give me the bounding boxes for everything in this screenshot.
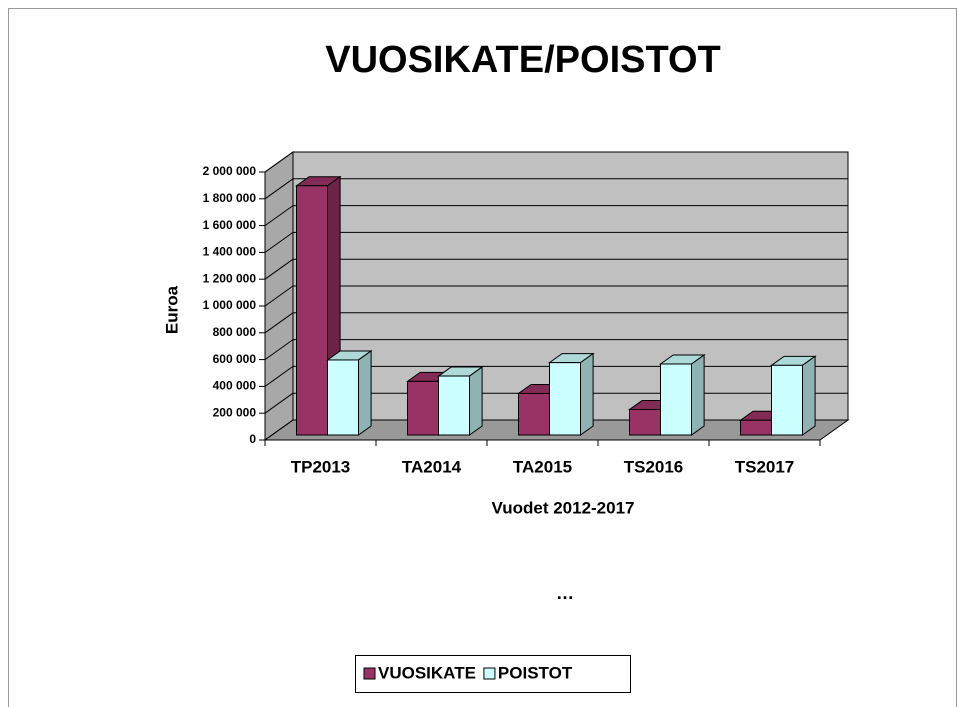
bar: [771, 364, 803, 436]
grid-line: [264, 205, 294, 227]
x-tick-label: TA2015: [513, 457, 572, 476]
x-tick-label: TA2014: [402, 457, 462, 476]
bar: [660, 363, 692, 436]
bar: [518, 392, 550, 436]
grid-line: [264, 312, 294, 334]
grid-line: [264, 178, 294, 200]
grid-line: [264, 419, 294, 441]
x-tick-label: TS2017: [735, 457, 795, 476]
y-tick-label: 400 000: [213, 379, 257, 393]
y-tick-label: 0: [249, 432, 256, 446]
grid-line: [264, 258, 294, 280]
y-tick-label: 600 000: [213, 352, 257, 366]
bar: [296, 185, 328, 436]
bar-side: [580, 352, 594, 436]
legend-label: VUOSIKATE: [378, 663, 476, 682]
x-tick-label: TS2016: [624, 457, 684, 476]
legend-swatch: [483, 667, 496, 680]
legend-swatch: [363, 667, 376, 680]
legend-label: POISTOT: [498, 663, 573, 682]
bar: [327, 359, 359, 436]
y-tick-label: 1 400 000: [203, 245, 257, 259]
grid-line: [264, 151, 294, 173]
grid-line: [264, 231, 294, 253]
grid-line: [264, 285, 294, 307]
bar: [740, 419, 772, 436]
bar: [407, 380, 439, 436]
annotation: …: [556, 583, 574, 603]
y-tick-label: 1 200 000: [203, 271, 257, 285]
chart-title: VUOSIKATE/POISTOT: [325, 39, 721, 81]
y-tick-label: 200 000: [213, 405, 257, 419]
bar-side: [802, 355, 816, 436]
bar: [629, 409, 661, 436]
grid-line: [264, 392, 294, 414]
x-tick-label: TP2013: [291, 457, 351, 476]
bar: [438, 375, 470, 436]
bar-side: [691, 354, 705, 436]
y-tick-label: 1 800 000: [203, 191, 257, 205]
grid-line: [264, 339, 294, 361]
y-tick-label: 1 600 000: [203, 218, 257, 232]
bar: [549, 362, 581, 436]
x-axis-label: Vuodet 2012-2017: [492, 498, 635, 517]
grid-line: [264, 365, 294, 387]
y-axis-label: Euroa: [162, 285, 181, 334]
y-tick-label: 1 000 000: [203, 298, 257, 312]
y-tick-label: 2 000 000: [203, 164, 257, 178]
bar-side: [358, 349, 372, 436]
y-tick-label: 800 000: [213, 325, 257, 339]
bar-side: [469, 366, 483, 436]
